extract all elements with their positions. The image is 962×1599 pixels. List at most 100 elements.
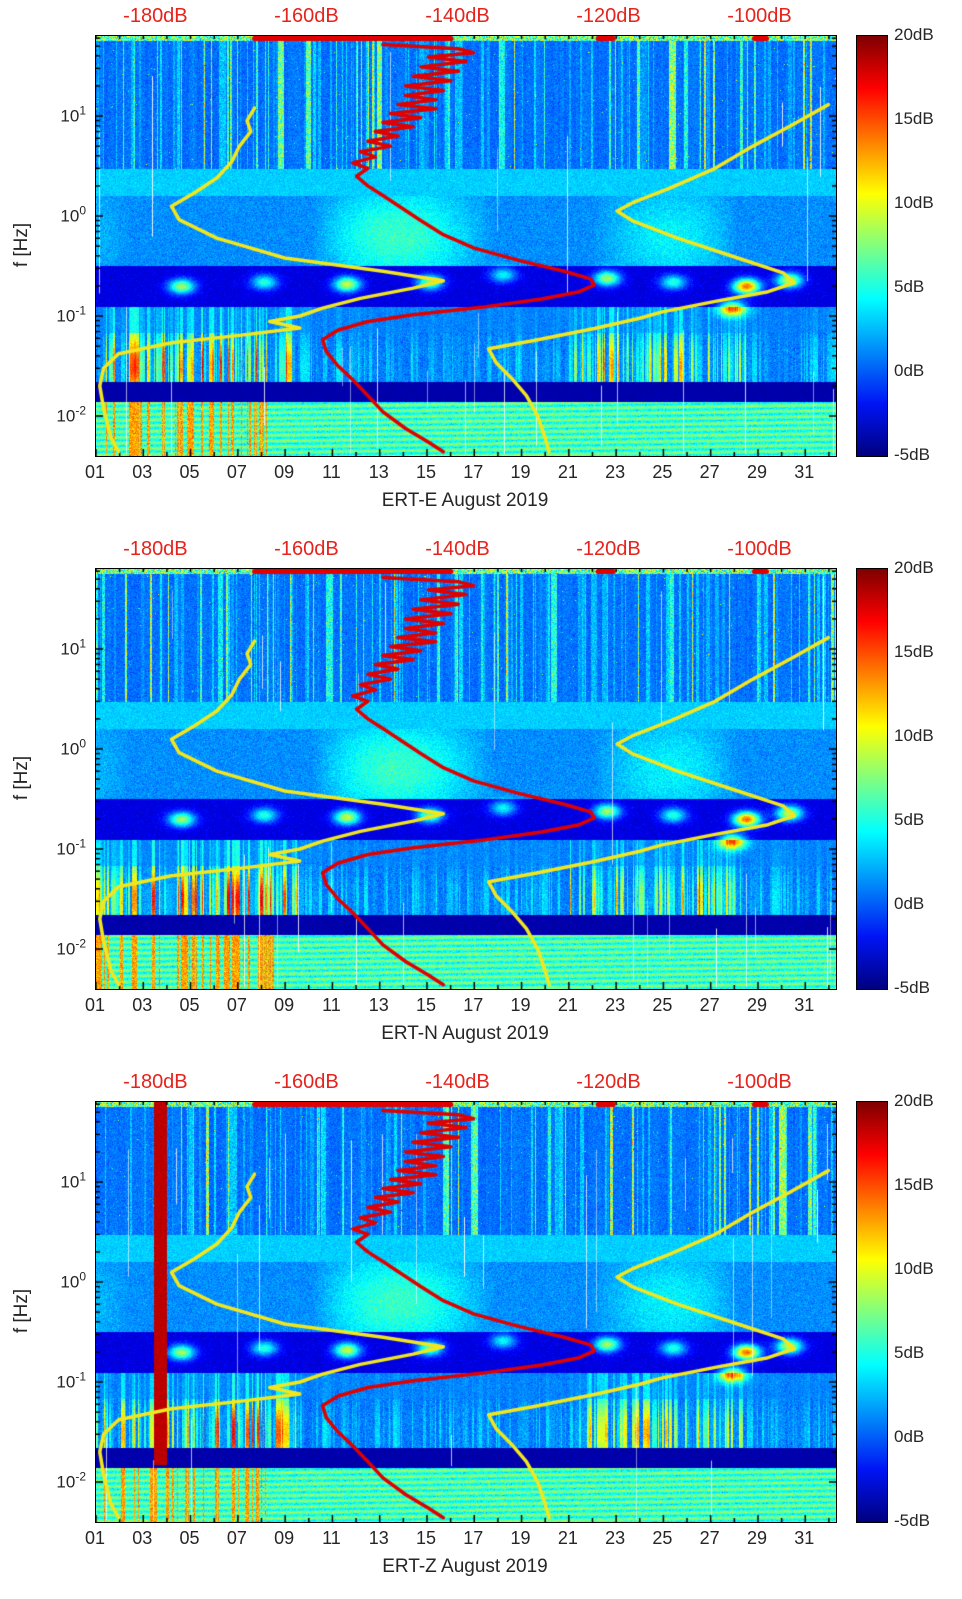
- x-tick-label: 09: [274, 1528, 295, 1548]
- top-axis-tick-label: -140dB: [425, 5, 490, 27]
- x-tick-label: 17: [463, 1528, 484, 1548]
- x-tick-label: 31: [794, 995, 815, 1015]
- colorbar-tick-label: 15dB: [894, 109, 934, 128]
- x-tick-label: 11: [322, 462, 341, 482]
- top-axis-tick-label: -160dB: [274, 5, 339, 27]
- colorbar: [856, 568, 888, 990]
- x-tick-label: 03: [132, 995, 153, 1015]
- x-tick-label: 29: [746, 462, 767, 482]
- top-axis-tick-label: -100dB: [727, 538, 792, 560]
- x-tick-label: 31: [794, 1528, 815, 1548]
- colorbar-tick-label: 20dB: [894, 558, 934, 577]
- x-tick-label: 01: [84, 995, 106, 1015]
- top-axis-tick-label: -180dB: [123, 538, 188, 560]
- x-tick-label: 21: [557, 995, 578, 1015]
- x-tick-label: 27: [699, 995, 720, 1015]
- x-tick-label: 07: [226, 995, 247, 1015]
- colorbar-tick-label: -5dB: [894, 1511, 930, 1530]
- y-axis-label: f [Hz]: [11, 755, 32, 801]
- x-tick-label: 19: [510, 1528, 531, 1548]
- top-axis-tick-label: -100dB: [727, 1071, 792, 1093]
- y-tick-label: 101: [60, 1169, 86, 1192]
- x-tick-label: 27: [699, 462, 720, 482]
- colorbar-tick-label: 10dB: [894, 726, 934, 745]
- top-axis-tick-label: -160dB: [274, 538, 339, 560]
- x-axis-label: ERT-E August 2019: [381, 490, 549, 511]
- panel-ert-e: f [Hz] ERT-E August 2019 -180dB -160dB -14…: [0, 0, 962, 533]
- x-tick-label: 05: [179, 1528, 200, 1548]
- panel-ert-z: f [Hz] ERT-Z August 2019 -180dB -160dB -14…: [0, 1066, 962, 1599]
- x-tick-label: 17: [463, 462, 484, 482]
- x-axis-label: ERT-N August 2019: [381, 1023, 549, 1044]
- x-tick-label: 15: [415, 995, 436, 1015]
- top-axis-tick-label: -160dB: [274, 1071, 339, 1093]
- x-tick-label: 25: [652, 462, 673, 482]
- spectrogram-plot: [95, 35, 837, 457]
- y-tick-label: 10-1: [56, 303, 86, 326]
- x-tick-label: 25: [652, 1528, 673, 1548]
- top-axis-tick-label: -120dB: [576, 5, 641, 27]
- colorbar-tick-label: 5dB: [894, 810, 925, 829]
- top-axis-tick-label: -120dB: [576, 1071, 641, 1093]
- x-tick-label: 03: [132, 462, 153, 482]
- colorbar-tick-label: 0dB: [894, 361, 925, 380]
- x-tick-label: 23: [605, 1528, 626, 1548]
- spectrogram-plot: [95, 568, 837, 990]
- colorbar-tick-label: 5dB: [894, 1343, 925, 1362]
- top-axis-tick-label: -180dB: [123, 1071, 188, 1093]
- x-tick-label: 17: [463, 995, 484, 1015]
- panel-ert-n: f [Hz] ERT-N August 2019 -180dB -160dB -14…: [0, 533, 962, 1066]
- x-tick-label: 05: [179, 462, 200, 482]
- x-tick-label: 07: [226, 462, 247, 482]
- y-tick-label: 101: [60, 636, 86, 659]
- top-axis-tick-label: -100dB: [727, 5, 792, 27]
- colorbar-tick-label: -5dB: [894, 978, 930, 997]
- top-axis-tick-label: -140dB: [425, 538, 490, 560]
- x-tick-label: 29: [746, 1528, 767, 1548]
- top-axis-tick-label: -120dB: [576, 538, 641, 560]
- colorbar-tick-label: 15dB: [894, 642, 934, 661]
- x-tick-label: 25: [652, 995, 673, 1015]
- x-tick-label: 09: [274, 462, 295, 482]
- x-tick-label: 03: [132, 1528, 153, 1548]
- x-tick-label: 19: [510, 995, 531, 1015]
- y-tick-label: 10-2: [56, 1469, 86, 1492]
- top-axis-tick-label: -180dB: [123, 5, 188, 27]
- x-tick-label: 21: [557, 1528, 578, 1548]
- colorbar-tick-label: 20dB: [894, 25, 934, 44]
- y-tick-label: 10-2: [56, 403, 86, 426]
- x-tick-label: 13: [368, 462, 389, 482]
- x-tick-label: 27: [699, 1528, 720, 1548]
- colorbar-tick-label: 10dB: [894, 1259, 934, 1278]
- x-tick-label: 13: [368, 1528, 389, 1548]
- x-tick-label: 13: [368, 995, 389, 1015]
- y-tick-label: 10-1: [56, 836, 86, 859]
- colorbar-tick-label: 10dB: [894, 193, 934, 212]
- x-tick-label: 23: [605, 995, 626, 1015]
- x-tick-label: 11: [322, 1528, 341, 1548]
- x-tick-label: 09: [274, 995, 295, 1015]
- spectrogram-canvas: [96, 1102, 836, 1522]
- colorbar-tick-label: 0dB: [894, 894, 925, 913]
- x-tick-label: 23: [605, 462, 626, 482]
- x-tick-label: 01: [84, 462, 106, 482]
- x-tick-label: 15: [415, 1528, 436, 1548]
- spectrogram-canvas: [96, 36, 836, 456]
- x-tick-label: 21: [557, 462, 578, 482]
- x-tick-label: 19: [510, 462, 531, 482]
- colorbar-tick-label: -5dB: [894, 445, 930, 464]
- y-tick-label: 101: [60, 103, 86, 126]
- x-tick-label: 31: [794, 462, 815, 482]
- x-tick-label: 29: [746, 995, 767, 1015]
- colorbar: [856, 35, 888, 457]
- y-axis-label: f [Hz]: [11, 1288, 32, 1334]
- x-axis-label: ERT-Z August 2019: [382, 1556, 548, 1577]
- spectrogram-plot: [95, 1101, 837, 1523]
- y-axis-label: f [Hz]: [11, 222, 32, 268]
- colorbar-tick-label: 5dB: [894, 277, 925, 296]
- y-tick-label: 10-1: [56, 1369, 86, 1392]
- x-tick-label: 11: [322, 995, 341, 1015]
- colorbar-tick-label: 15dB: [894, 1175, 934, 1194]
- top-axis-tick-label: -140dB: [425, 1071, 490, 1093]
